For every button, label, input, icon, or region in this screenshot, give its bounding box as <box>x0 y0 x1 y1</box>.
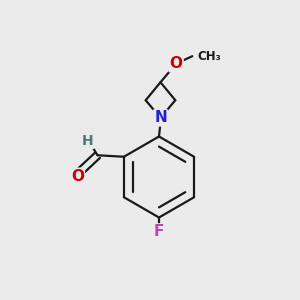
Text: F: F <box>154 224 164 239</box>
Text: O: O <box>71 169 84 184</box>
Text: O: O <box>169 56 183 71</box>
Text: N: N <box>154 110 167 125</box>
Text: CH₃: CH₃ <box>198 50 221 63</box>
Text: H: H <box>82 134 94 148</box>
